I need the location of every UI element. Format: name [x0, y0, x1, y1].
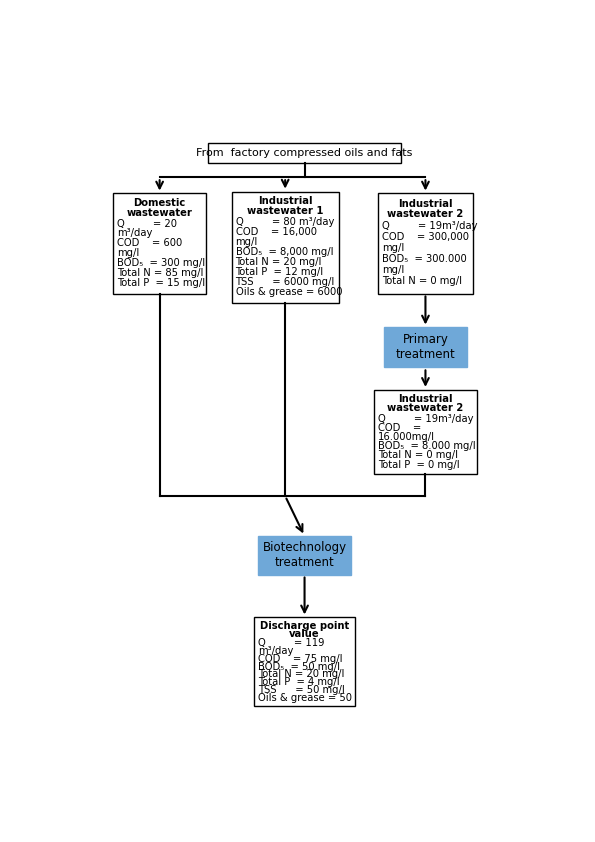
Text: m³/day: m³/day — [117, 228, 152, 238]
Text: mg/l: mg/l — [382, 264, 404, 274]
Text: wastewater 2: wastewater 2 — [387, 210, 464, 220]
Text: Total N = 85 mg/l: Total N = 85 mg/l — [117, 268, 203, 278]
Text: Discharge point: Discharge point — [260, 621, 349, 631]
Text: Total P  = 12 mg/l: Total P = 12 mg/l — [236, 267, 324, 277]
Text: From  factory compressed oils and fats: From factory compressed oils and fats — [196, 148, 413, 158]
Text: wastewater: wastewater — [127, 208, 193, 218]
Bar — [231, 191, 339, 303]
Text: Total P  = 4 mg/l: Total P = 4 mg/l — [258, 677, 340, 687]
Text: Industrial: Industrial — [258, 196, 312, 206]
Text: Total P  = 15 mg/l: Total P = 15 mg/l — [117, 278, 205, 287]
Bar — [374, 390, 477, 475]
Text: Q         = 80 m³/day: Q = 80 m³/day — [236, 217, 334, 227]
Bar — [113, 194, 206, 294]
Bar — [208, 143, 402, 163]
Text: value: value — [289, 629, 320, 639]
Text: Total N = 0 mg/l: Total N = 0 mg/l — [382, 275, 462, 285]
Text: Oils & grease = 6000: Oils & grease = 6000 — [236, 287, 342, 297]
Text: 16.000mg/l: 16.000mg/l — [378, 432, 435, 442]
Bar — [384, 328, 467, 367]
Text: mg/l: mg/l — [236, 237, 258, 247]
Text: Total N = 20 mg/l: Total N = 20 mg/l — [258, 669, 345, 679]
Text: Q         = 19m³/day: Q = 19m³/day — [382, 221, 478, 232]
Text: BOD₅  = 8,000 mg/l: BOD₅ = 8,000 mg/l — [236, 247, 333, 257]
Text: Domestic: Domestic — [133, 198, 186, 208]
Text: Industrial: Industrial — [398, 394, 453, 404]
Text: BOD₅  = 300.000: BOD₅ = 300.000 — [382, 254, 467, 264]
Text: wastewater 2: wastewater 2 — [387, 403, 464, 413]
Text: Total N = 0 mg/l: Total N = 0 mg/l — [378, 450, 458, 461]
Text: BOD₅  = 300 mg/l: BOD₅ = 300 mg/l — [117, 258, 205, 268]
Text: Q         = 20: Q = 20 — [117, 219, 177, 229]
Text: BOD₅  = 50 mg/l: BOD₅ = 50 mg/l — [258, 662, 340, 672]
Bar — [258, 536, 351, 574]
Text: BOD₅  = 8.000 mg/l: BOD₅ = 8.000 mg/l — [378, 441, 476, 451]
Bar — [378, 194, 472, 294]
Text: Oils & grease = 50: Oils & grease = 50 — [258, 693, 352, 703]
Text: Primary
treatment: Primary treatment — [396, 333, 455, 361]
Text: wastewater 1: wastewater 1 — [247, 206, 324, 216]
Text: COD    = 16,000: COD = 16,000 — [236, 227, 317, 237]
Bar — [254, 617, 355, 706]
Text: COD    = 75 mg/l: COD = 75 mg/l — [258, 653, 343, 663]
Text: Q         = 19m³/day: Q = 19m³/day — [378, 413, 474, 424]
Text: m³/day: m³/day — [258, 646, 293, 656]
Text: Total N = 20 mg/l: Total N = 20 mg/l — [236, 257, 322, 267]
Text: Q         = 119: Q = 119 — [258, 638, 324, 647]
Text: COD    = 600: COD = 600 — [117, 238, 182, 248]
Text: COD    = 300,000: COD = 300,000 — [382, 232, 469, 242]
Text: Biotechnology
treatment: Biotechnology treatment — [262, 541, 347, 569]
Text: TSS      = 50 mg/l: TSS = 50 mg/l — [258, 685, 345, 695]
Text: mg/l: mg/l — [382, 243, 404, 253]
Text: TSS      = 6000 mg/l: TSS = 6000 mg/l — [236, 277, 335, 287]
Text: mg/l: mg/l — [117, 248, 139, 258]
Text: COD    =: COD = — [378, 423, 421, 433]
Text: Total P  = 0 mg/l: Total P = 0 mg/l — [378, 460, 460, 470]
Text: Industrial: Industrial — [398, 199, 453, 209]
